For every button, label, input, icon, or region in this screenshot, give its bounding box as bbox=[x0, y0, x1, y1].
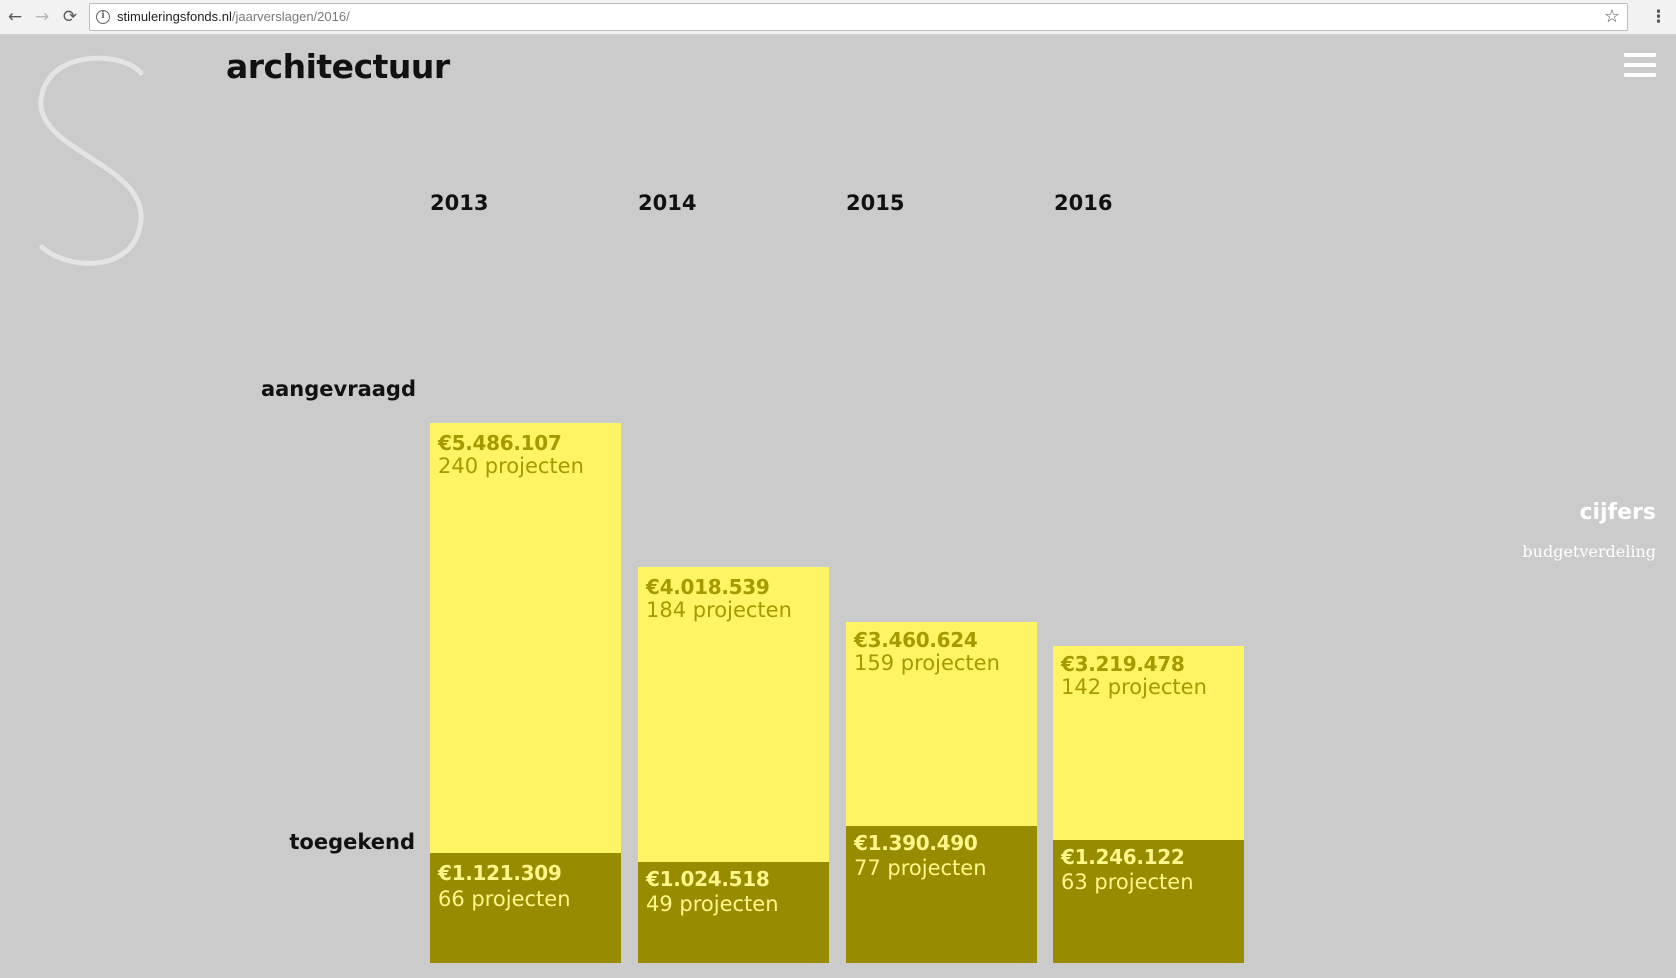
bar-granted-count: 63 projecten bbox=[1061, 870, 1194, 895]
bar-granted-count: 49 projecten bbox=[646, 892, 779, 917]
bar-requested-2013[interactable]: €5.486.107 240 projecten €1.121.309 66 p… bbox=[430, 423, 621, 963]
bar-granted-2013[interactable]: €1.121.309 66 projecten bbox=[430, 852, 621, 963]
row-label-granted: toegekend bbox=[289, 830, 415, 854]
bar-requested-amount: €3.219.478 bbox=[1061, 652, 1185, 677]
back-icon[interactable]: ← bbox=[7, 7, 23, 27]
hamburger-menu-icon[interactable] bbox=[1624, 53, 1656, 81]
page-content: architectuur 2013 2014 2015 2016 aangevr… bbox=[0, 35, 1676, 978]
side-nav-cijfers[interactable]: cijfers bbox=[1579, 500, 1656, 525]
s-logo-icon[interactable] bbox=[26, 45, 156, 275]
year-label-2015: 2015 bbox=[846, 191, 905, 215]
bar-requested-amount: €4.018.539 bbox=[646, 575, 770, 600]
reload-icon[interactable]: ⟳ bbox=[62, 7, 78, 27]
bar-granted-count: 77 projecten bbox=[854, 856, 987, 881]
year-label-2013: 2013 bbox=[430, 191, 489, 215]
forward-icon[interactable]: → bbox=[34, 7, 50, 27]
bar-requested-amount: €5.486.107 bbox=[438, 431, 562, 455]
browser-menu-icon[interactable]: ⋮ bbox=[1650, 7, 1667, 27]
bar-requested-2014[interactable]: €4.018.539 184 projecten €1.024.518 49 p… bbox=[638, 567, 829, 963]
address-bar[interactable]: i stimuleringsfonds.nl/jaarverslagen/201… bbox=[89, 3, 1628, 31]
info-icon[interactable]: i bbox=[96, 10, 110, 24]
browser-toolbar: ← → ⟳ i stimuleringsfonds.nl/jaarverslag… bbox=[0, 0, 1676, 35]
page-title: architectuur bbox=[226, 47, 450, 86]
bookmark-star-icon[interactable]: ☆ bbox=[1603, 6, 1620, 27]
year-label-2014: 2014 bbox=[638, 191, 697, 215]
url-path: /jaarverslagen/2016/ bbox=[231, 9, 350, 24]
bar-requested-count: 159 projecten bbox=[854, 651, 1000, 676]
url-host: stimuleringsfonds.nl bbox=[117, 9, 232, 24]
bar-granted-2015[interactable]: €1.390.490 77 projecten bbox=[846, 826, 1037, 963]
bar-granted-amount: €1.121.309 bbox=[438, 860, 562, 885]
bar-requested-amount: €3.460.624 bbox=[854, 628, 978, 653]
bar-requested-2016[interactable]: €3.219.478 142 projecten €1.246.122 63 p… bbox=[1053, 646, 1244, 963]
bar-granted-count: 66 projecten bbox=[438, 886, 571, 911]
row-label-requested: aangevraagd bbox=[260, 377, 416, 401]
bar-requested-count: 240 projecten bbox=[438, 454, 584, 478]
bar-granted-2016[interactable]: €1.246.122 63 projecten bbox=[1053, 840, 1244, 963]
bar-requested-2015[interactable]: €3.460.624 159 projecten €1.390.490 77 p… bbox=[846, 622, 1037, 963]
bar-requested-count: 142 projecten bbox=[1061, 675, 1207, 700]
bar-granted-amount: €1.390.490 bbox=[854, 831, 978, 856]
bar-granted-amount: €1.024.518 bbox=[646, 867, 770, 892]
bar-granted-2014[interactable]: €1.024.518 49 projecten bbox=[638, 862, 829, 963]
bar-granted-amount: €1.246.122 bbox=[1061, 845, 1185, 870]
year-label-2016: 2016 bbox=[1054, 191, 1113, 215]
bar-requested-count: 184 projecten bbox=[646, 598, 792, 623]
url-text[interactable]: stimuleringsfonds.nl/jaarverslagen/2016/ bbox=[117, 9, 350, 24]
side-nav-budgetverdeling[interactable]: budgetverdeling bbox=[1522, 542, 1656, 561]
